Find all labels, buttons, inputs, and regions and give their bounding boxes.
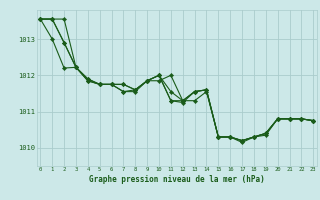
X-axis label: Graphe pression niveau de la mer (hPa): Graphe pression niveau de la mer (hPa): [89, 175, 265, 184]
